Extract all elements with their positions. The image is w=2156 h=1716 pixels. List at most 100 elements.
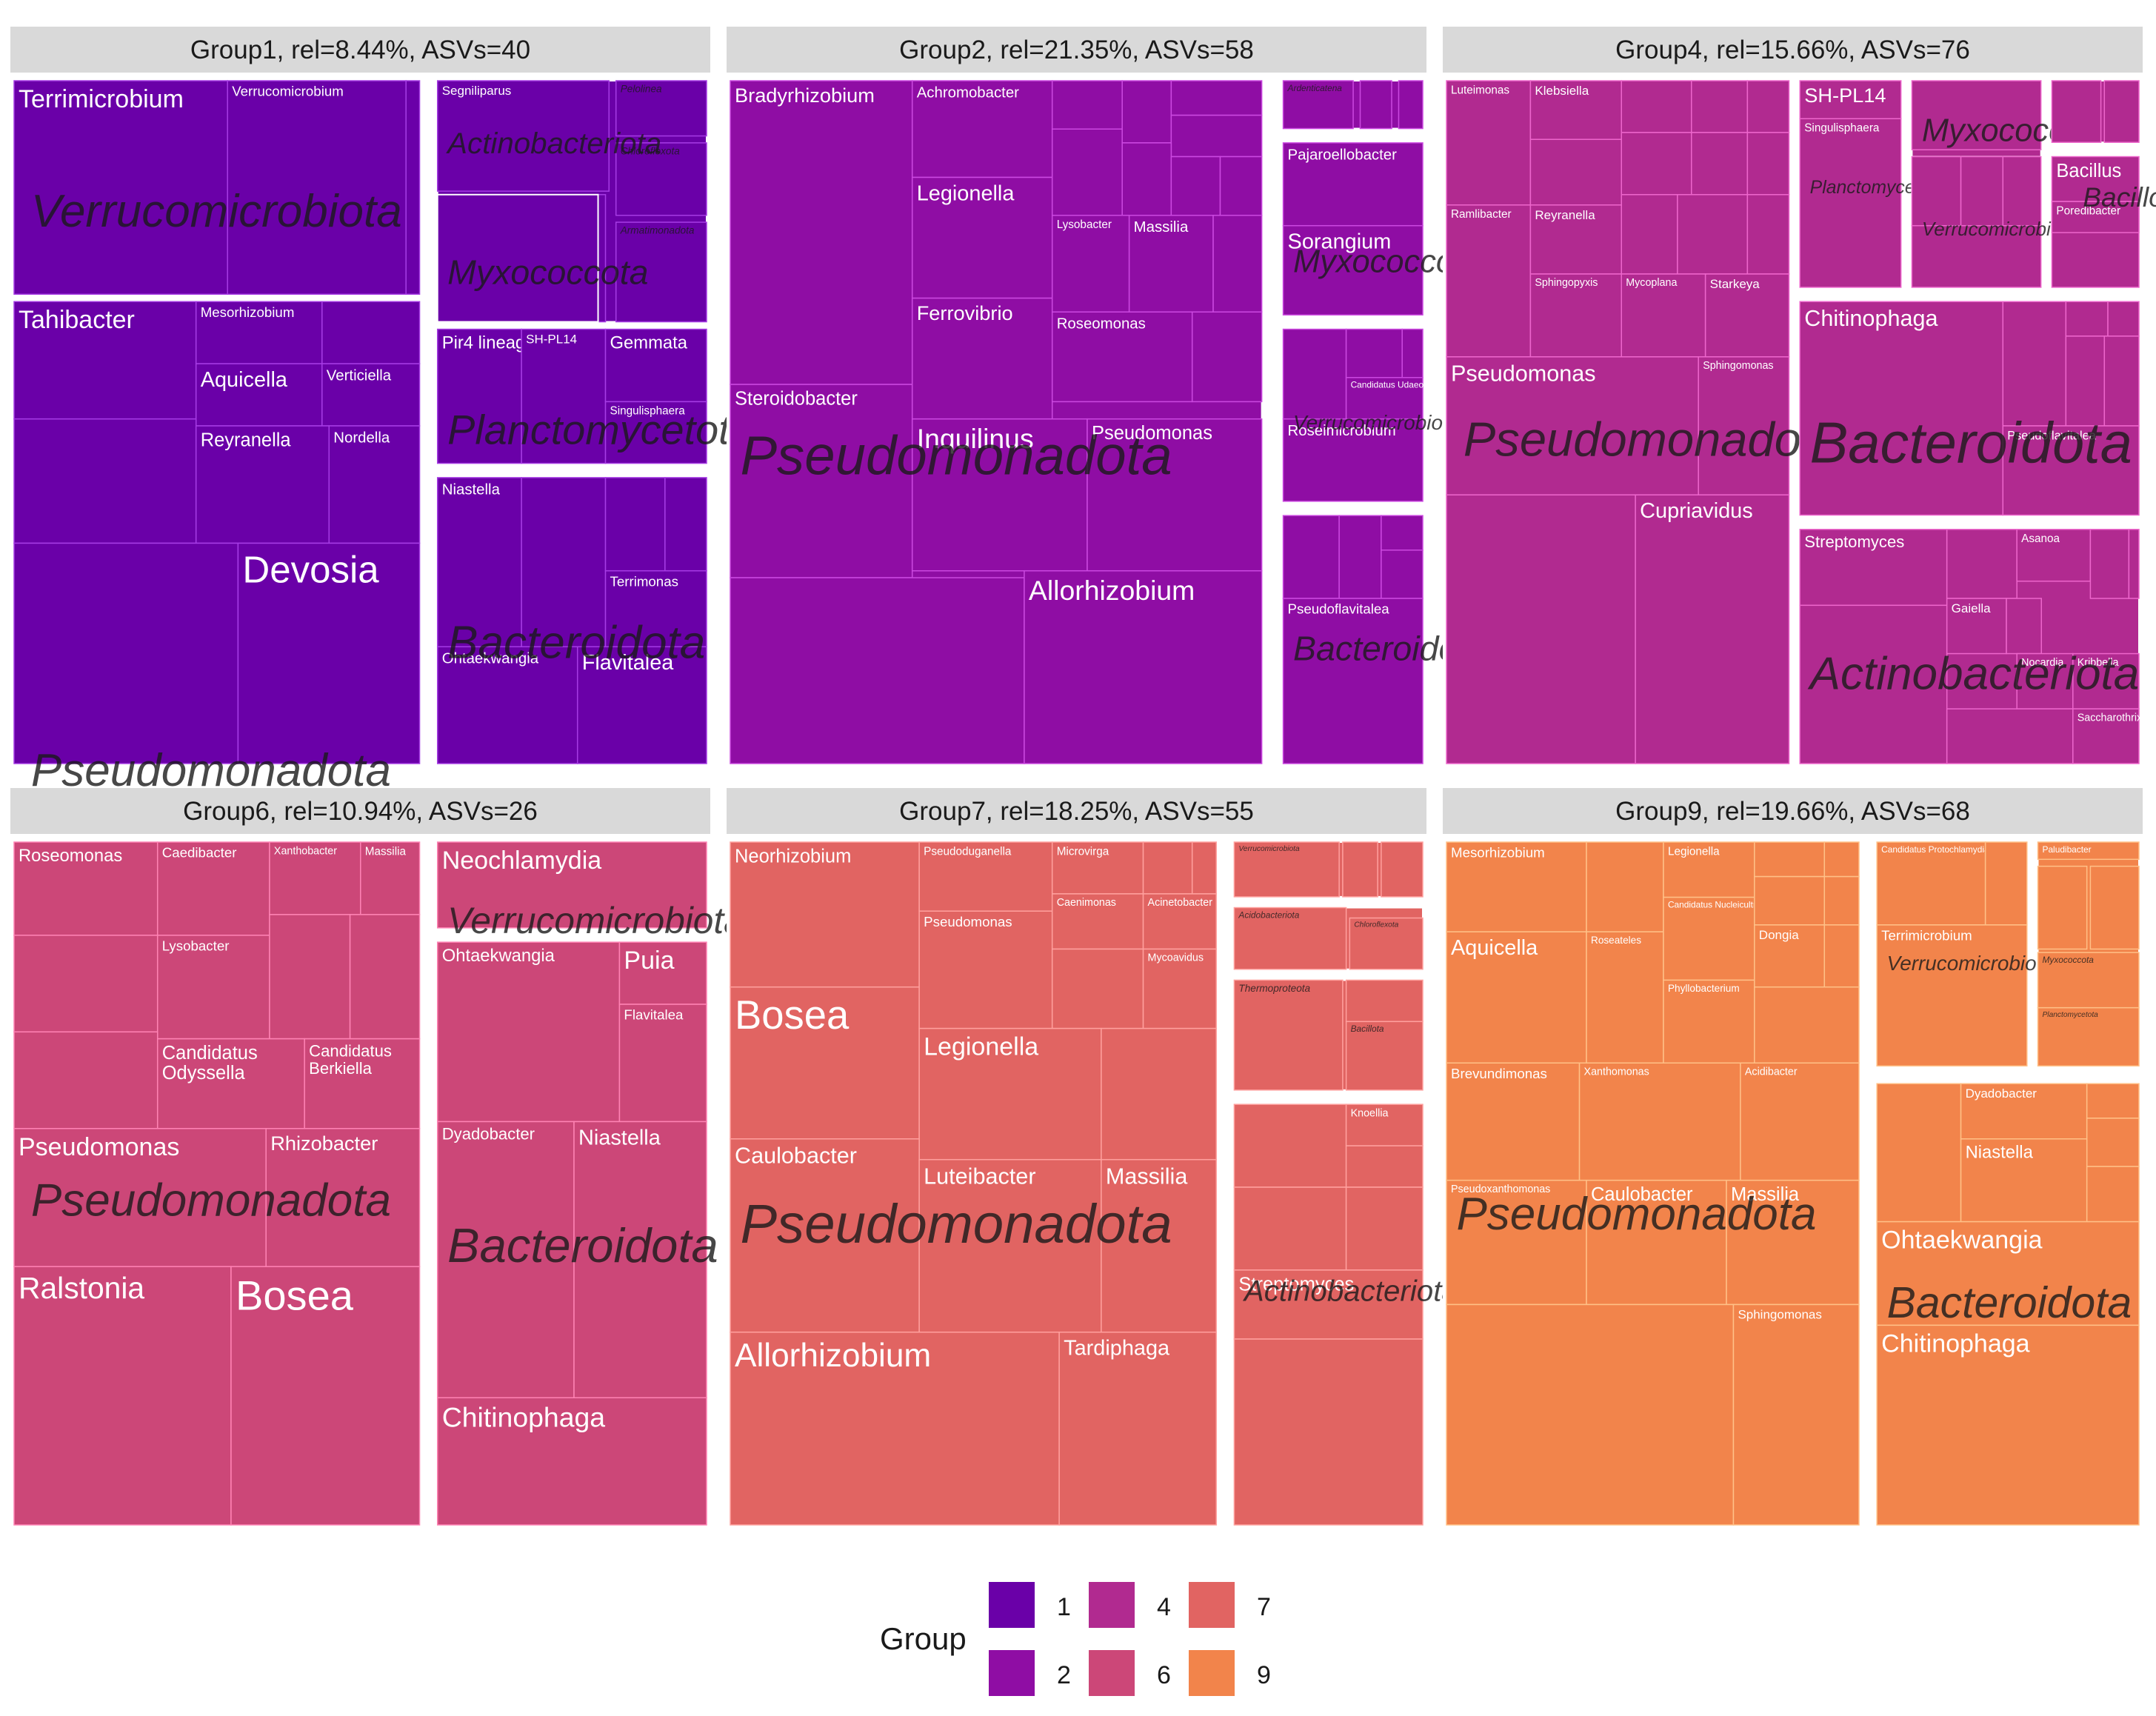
genus-tile	[1233, 1186, 1347, 1271]
genus-tile	[1799, 118, 1902, 288]
genus-label: Xanthobacter	[274, 845, 337, 857]
legend-title: Group	[880, 1621, 967, 1656]
genus-label: SH-PL14	[526, 333, 577, 347]
phylum-label: Pseudomonadota	[1464, 413, 1841, 467]
genus-label: Ohtaekwangia	[1881, 1226, 2042, 1255]
genus-label: Xanthomonas	[1584, 1066, 1649, 1078]
genus-label: Allorhizobium	[735, 1338, 931, 1374]
genus-tile	[1446, 1179, 1587, 1306]
phylum-label: Verrucomicrobiota	[31, 186, 402, 237]
genus-tile	[2065, 301, 2109, 337]
phylum-label: Myxococcota	[447, 253, 648, 292]
genus-tile	[1345, 1104, 1424, 1146]
genus-label: Sorangium	[1288, 230, 1392, 254]
phylum-label: Verrucomicrobiota	[447, 900, 744, 941]
treemap-panel: Group6, rel=10.94%, ASVs=26 Roseomonas Cae…	[10, 788, 744, 1529]
panel-strip	[1443, 27, 2143, 73]
genus-label: Odyssella	[162, 1063, 246, 1084]
genus-label: Pseudoduganella	[924, 845, 1012, 858]
genus-tile	[1621, 194, 1678, 275]
phylum-label: Bacillota	[2083, 181, 2156, 213]
genus-label: Ralstonia	[19, 1271, 144, 1305]
genus-tile	[911, 418, 1088, 572]
genus-tile	[1282, 418, 1424, 502]
genus-tile	[1345, 328, 1403, 378]
phylum-label: Pseudomonadota	[740, 1193, 1172, 1255]
genus-tile	[1128, 214, 1214, 313]
panel-strip	[10, 788, 710, 834]
genus-label: Planctomycetota	[2043, 1011, 2099, 1019]
phylum-group: Streptomyces Asanoa Gaiella Nocardia Kribbel…	[1799, 528, 2142, 764]
genus-label: Sphingopyxis	[1535, 277, 1598, 289]
genus-tile	[1345, 979, 1424, 1023]
genus-label: Pseudomonas	[1451, 361, 1596, 386]
genus-label: Steroidobacter	[735, 389, 858, 410]
phylum-group: Dyadobacter Niastella Ohtaekwangia Chitinop…	[1876, 1083, 2140, 1526]
genus-label: Dyadobacter	[1966, 1086, 2037, 1101]
genus-tile	[265, 1128, 421, 1267]
genus-label: Mesorhizobium	[201, 304, 295, 320]
phylum-label: Bacteroidota	[447, 1218, 718, 1272]
genus-tile	[1754, 841, 1826, 878]
genus-tile	[13, 841, 158, 936]
genus-tile	[1823, 924, 1860, 988]
genus-tile	[436, 941, 621, 1123]
genus-label: Lysobacter	[1057, 218, 1112, 231]
genus-label: Chloroflexota	[1354, 921, 1398, 929]
genus-tile	[1191, 841, 1217, 895]
genus-tile	[2065, 335, 2106, 427]
genus-tile	[1446, 841, 1587, 932]
genus-tile	[1282, 598, 1424, 764]
genus-label: Sphingomonas	[1738, 1307, 1821, 1321]
genus-label: Bacillota	[1351, 1024, 1384, 1034]
genus-label: Niastella	[1966, 1143, 2034, 1163]
genus-tile	[730, 384, 913, 578]
genus-tile	[156, 841, 270, 936]
phylum-label: Verrucomicrobiota	[1887, 952, 2054, 975]
genus-label: Berkiella	[309, 1059, 372, 1078]
genus-tile	[156, 1038, 305, 1129]
genus-label: Knoellia	[1351, 1107, 1389, 1119]
genus-tile	[1345, 1186, 1424, 1271]
treemap-panel: Group9, rel=19.66%, ASVs=68 Mesorhizobium…	[1443, 788, 2143, 1529]
genus-tile	[1051, 128, 1123, 216]
genus-label: Pir4 lineage	[442, 333, 535, 353]
genus-label: Poredibacter	[2056, 204, 2120, 217]
genus-tile	[1876, 1083, 1962, 1223]
genus-label: Acidibacter	[1745, 1066, 1798, 1078]
genus-tile	[1101, 1158, 1217, 1340]
genus-tile	[1754, 986, 1860, 1064]
genus-tile	[1691, 132, 1749, 196]
phylum-group: Paludibacter Myxococcota Planctomycetota	[2037, 841, 2140, 1067]
genus-tile	[1446, 80, 1532, 206]
genus-label: Flavitalea	[582, 651, 675, 675]
genus-tile	[2103, 80, 2140, 143]
phylum-label: Actinobacteriota	[1807, 648, 2140, 699]
genus-tile	[730, 80, 913, 385]
genus-label: Mesorhizobium	[1451, 845, 1545, 861]
genus-tile	[1663, 979, 1755, 1064]
genus-label: Roseomonas	[1057, 316, 1146, 333]
genus-tile	[604, 570, 707, 647]
genus-tile	[269, 914, 351, 1040]
genus-label: Acinetobacter	[1148, 897, 1213, 909]
genus-tile	[13, 418, 197, 544]
genus-label: Streptomyces	[1238, 1274, 1354, 1295]
genus-label: Luteibacter	[924, 1164, 1035, 1189]
genus-label: Acidobacteriota	[1238, 909, 1299, 920]
genus-label: Ohtaekwangia	[442, 946, 555, 966]
genus-label: Klebsiella	[1535, 84, 1589, 98]
genus-tile	[1823, 841, 1860, 878]
genus-label: Legionella	[1668, 845, 1720, 858]
phylum-label: Actinobacteriota	[446, 127, 661, 160]
genus-label: Chitinophaga	[1881, 1329, 2029, 1358]
genus-tile	[573, 1121, 707, 1399]
phylum-label: Bacteroidota	[1887, 1279, 2132, 1327]
genus-tile	[664, 477, 707, 572]
genus-label: Caenimonas	[1057, 897, 1116, 909]
genus-tile	[1051, 214, 1130, 313]
genus-tile	[1381, 550, 1424, 599]
